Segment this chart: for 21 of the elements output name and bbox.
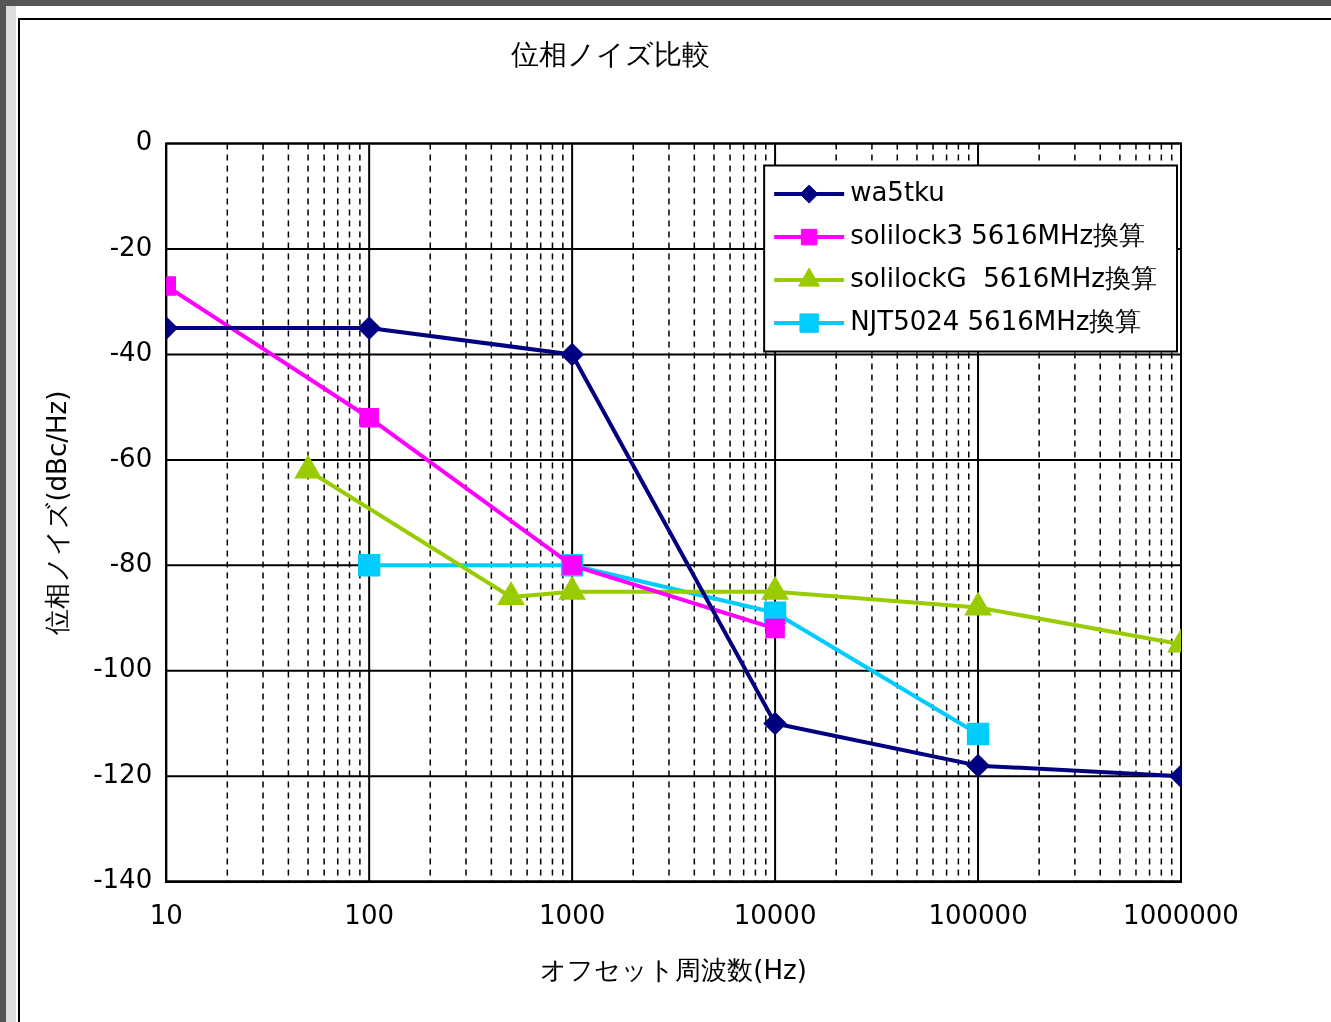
x-tick-label: 1000 xyxy=(539,899,606,930)
y-tick-label: 0 xyxy=(135,126,153,157)
y-tick-label: -120 xyxy=(93,758,153,789)
x-tick-label: 10 xyxy=(149,899,183,930)
x-axis-title: オフセット周波数(Hz) xyxy=(540,955,807,986)
x-tick-label: 1000000 xyxy=(1123,899,1239,930)
chart-title: 位相ノイズ比較 xyxy=(511,38,710,72)
legend-label: wa5tku xyxy=(850,176,945,207)
x-tick-label: 100000 xyxy=(928,899,1028,930)
legend-label: solilockG 5616MHz換算 xyxy=(850,262,1157,293)
y-tick-label: -40 xyxy=(109,337,153,368)
legend-label: solilock3 5616MHz換算 xyxy=(850,219,1146,250)
y-axis-title: 位相ノイズ(dBc/Hz) xyxy=(42,390,73,635)
y-tick-label: -100 xyxy=(93,653,153,684)
y-tick-label: -20 xyxy=(109,231,153,262)
legend-label: NJT5024 5616MHz換算 xyxy=(850,305,1142,336)
y-tick-label: -60 xyxy=(109,442,153,473)
y-tick-label: -140 xyxy=(93,864,153,895)
x-tick-label: 100 xyxy=(344,899,394,930)
x-tick-label: 10000 xyxy=(733,899,817,930)
y-tick-label: -80 xyxy=(109,548,153,579)
